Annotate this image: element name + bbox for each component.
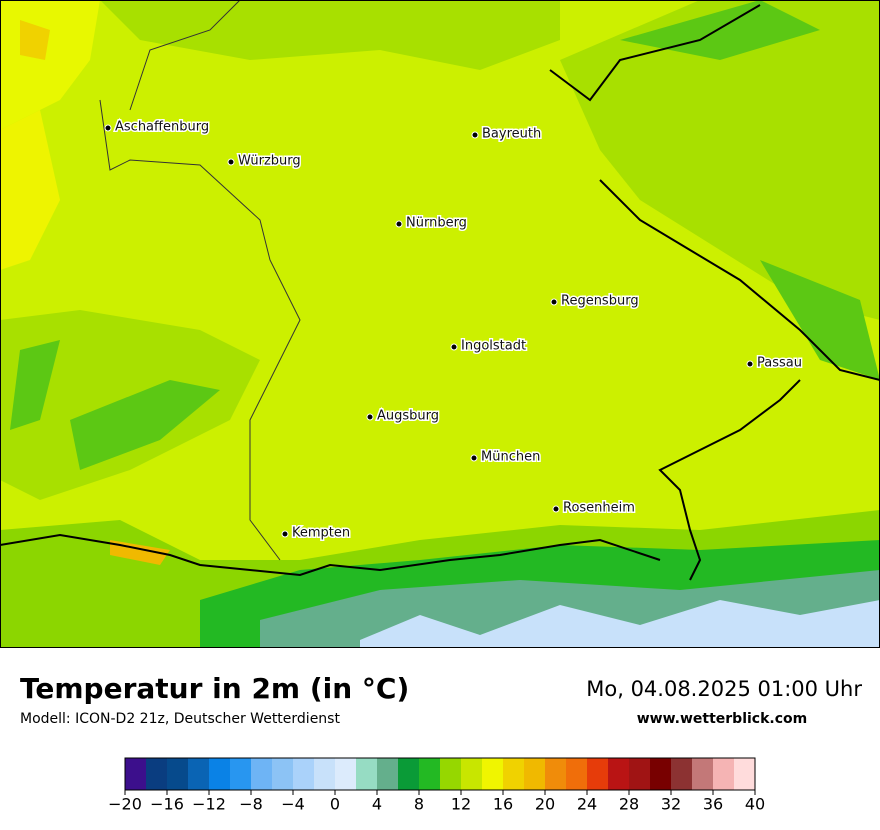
colorbar-segment — [650, 758, 672, 790]
colorbar-tick-label: 0 — [330, 795, 340, 814]
city-dot — [471, 131, 479, 139]
city-dot — [450, 343, 458, 351]
colorbar-segment — [356, 758, 378, 790]
state-border — [99, 0, 301, 561]
colorbar-tick-label: 8 — [414, 795, 424, 814]
map — [0, 0, 880, 648]
colorbar-tick-label: 16 — [493, 795, 513, 814]
colorbar-segment — [503, 758, 525, 790]
city-dot — [550, 298, 558, 306]
colorbar-segment — [398, 758, 420, 790]
city-dot — [366, 413, 374, 421]
colorbar-tick-label: 36 — [703, 795, 723, 814]
colorbar-segment — [377, 758, 399, 790]
city-dot — [470, 454, 478, 462]
colorbar-segment — [440, 758, 462, 790]
city-label: Rosenheim — [563, 501, 635, 516]
colorbar: −20 −16 −12 −8 −4 0 4 8 12 16 20 24 28 32 36 40 — [108, 757, 765, 814]
city-label: Aschaffenburg — [115, 120, 209, 135]
title: Temperatur in 2m (in °C) — [20, 672, 409, 705]
subtitle: Modell: ICON-D2 21z, Deutscher Wetterdie… — [20, 711, 340, 727]
date: Mo, 04.08.2025 01:00 Uhr — [586, 677, 862, 701]
colorbar-segment — [482, 758, 504, 790]
colorbar-segment — [461, 758, 483, 790]
colorbar-segment — [734, 758, 756, 790]
city-label: Passau — [757, 356, 802, 371]
warm-spot — [20, 20, 50, 60]
colorbar-segment — [125, 758, 147, 790]
colorbar-tick-label: 20 — [535, 795, 555, 814]
colorbar-tick-label: 28 — [619, 795, 639, 814]
colorbar-segment — [692, 758, 714, 790]
colorbar-segment — [608, 758, 630, 790]
city-dot — [104, 124, 112, 132]
city-label: Würzburg — [238, 154, 301, 169]
city-label: Kempten — [292, 526, 350, 541]
city-label: Regensburg — [561, 294, 639, 309]
colorbar-segment — [251, 758, 273, 790]
city-dot — [227, 158, 235, 166]
city-label: München — [481, 450, 540, 465]
colorbar-tick-label: −4 — [281, 795, 305, 814]
colorbar-segment — [713, 758, 735, 790]
colorbar-tick-label: −16 — [150, 795, 184, 814]
colorbar-tick-label: 12 — [451, 795, 471, 814]
cold-area — [10, 340, 220, 470]
city-label: Augsburg — [377, 409, 439, 424]
cool-area — [100, 0, 560, 70]
colorbar-segment — [272, 758, 294, 790]
colorbar-segment — [629, 758, 651, 790]
country-border — [0, 4, 880, 581]
colorbar-segment — [419, 758, 441, 790]
colorbar-tick-label: 4 — [372, 795, 382, 814]
colorbar-segment — [545, 758, 567, 790]
colorbar-tick-label: −20 — [108, 795, 142, 814]
colorbar-segment — [146, 758, 168, 790]
colorbar-tick-label: −8 — [239, 795, 263, 814]
city-dot — [746, 360, 754, 368]
city-dot — [281, 530, 289, 538]
colorbar-segment — [230, 758, 252, 790]
colorbar-segment — [566, 758, 588, 790]
colorbar-segment — [209, 758, 231, 790]
city-label: Ingolstadt — [461, 339, 526, 354]
cool-area — [560, 0, 880, 320]
colorbar-segment — [293, 758, 315, 790]
alpine-peaks — [360, 600, 880, 648]
colorbar-segment — [335, 758, 357, 790]
city-dot — [395, 220, 403, 228]
colorbar-segment — [587, 758, 609, 790]
colorbar-tick-label: −12 — [192, 795, 226, 814]
colorbar-segment — [524, 758, 546, 790]
colorbar-frame — [124, 757, 756, 791]
colorbar-tick-label: 40 — [745, 795, 765, 814]
website: www.wetterblick.com — [637, 711, 808, 727]
cold-area — [620, 0, 880, 380]
city-label: Nürnberg — [406, 216, 467, 231]
colorbar-segment — [167, 758, 189, 790]
colorbar-segment — [671, 758, 693, 790]
colorbar-tick-label: 24 — [577, 795, 597, 814]
warm-area — [0, 110, 60, 270]
city-labels: Aschaffenburg Würzburg Bayreuth Nürnberg Reg… — [104, 118, 803, 542]
city-label: Bayreuth — [482, 127, 541, 142]
colorbar-segment — [188, 758, 210, 790]
city-dot — [552, 505, 560, 513]
colorbar-tick-label: 32 — [661, 795, 681, 814]
colorbar-segment — [314, 758, 336, 790]
